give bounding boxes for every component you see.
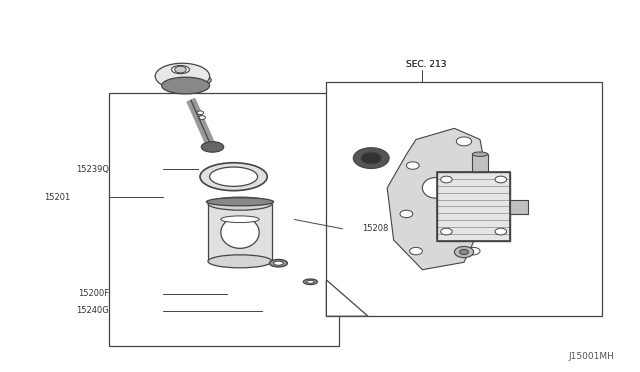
Circle shape xyxy=(199,116,205,119)
Circle shape xyxy=(495,176,507,183)
Text: 15208: 15208 xyxy=(362,224,388,233)
Text: 15200F: 15200F xyxy=(77,289,109,298)
Text: SEC. 213: SEC. 213 xyxy=(406,60,447,69)
Circle shape xyxy=(410,247,422,255)
Ellipse shape xyxy=(155,63,209,89)
Circle shape xyxy=(400,210,413,218)
Circle shape xyxy=(406,162,419,169)
Text: 15240G: 15240G xyxy=(76,306,109,315)
Ellipse shape xyxy=(161,77,210,94)
Circle shape xyxy=(454,246,474,257)
Ellipse shape xyxy=(208,197,272,210)
Circle shape xyxy=(361,152,381,164)
Circle shape xyxy=(197,111,204,115)
Ellipse shape xyxy=(307,280,314,283)
Ellipse shape xyxy=(422,178,448,198)
Bar xyxy=(208,203,272,261)
Text: J15001MH: J15001MH xyxy=(568,352,614,361)
Ellipse shape xyxy=(172,65,189,74)
Circle shape xyxy=(175,66,186,73)
Ellipse shape xyxy=(208,255,272,268)
Text: SEC. 213: SEC. 213 xyxy=(406,60,447,69)
Ellipse shape xyxy=(160,73,211,87)
Bar xyxy=(109,93,339,346)
Ellipse shape xyxy=(221,216,259,222)
Bar xyxy=(472,154,488,172)
Circle shape xyxy=(440,228,452,235)
Circle shape xyxy=(467,247,480,255)
Bar xyxy=(437,172,511,241)
Ellipse shape xyxy=(221,217,259,248)
Bar xyxy=(511,200,528,214)
Ellipse shape xyxy=(200,163,268,190)
Text: 15239Q: 15239Q xyxy=(76,165,109,174)
Ellipse shape xyxy=(202,142,224,152)
Circle shape xyxy=(456,137,472,146)
Text: 15201: 15201 xyxy=(44,193,70,202)
Ellipse shape xyxy=(206,198,274,206)
Polygon shape xyxy=(326,280,368,316)
Ellipse shape xyxy=(472,152,488,156)
Polygon shape xyxy=(387,128,486,270)
Ellipse shape xyxy=(303,279,317,285)
Ellipse shape xyxy=(269,260,287,267)
Circle shape xyxy=(440,176,452,183)
Circle shape xyxy=(353,148,389,169)
Ellipse shape xyxy=(273,261,283,265)
Bar xyxy=(437,172,511,241)
Circle shape xyxy=(495,228,507,235)
Circle shape xyxy=(460,249,468,254)
Ellipse shape xyxy=(210,167,258,186)
Bar xyxy=(326,82,602,316)
